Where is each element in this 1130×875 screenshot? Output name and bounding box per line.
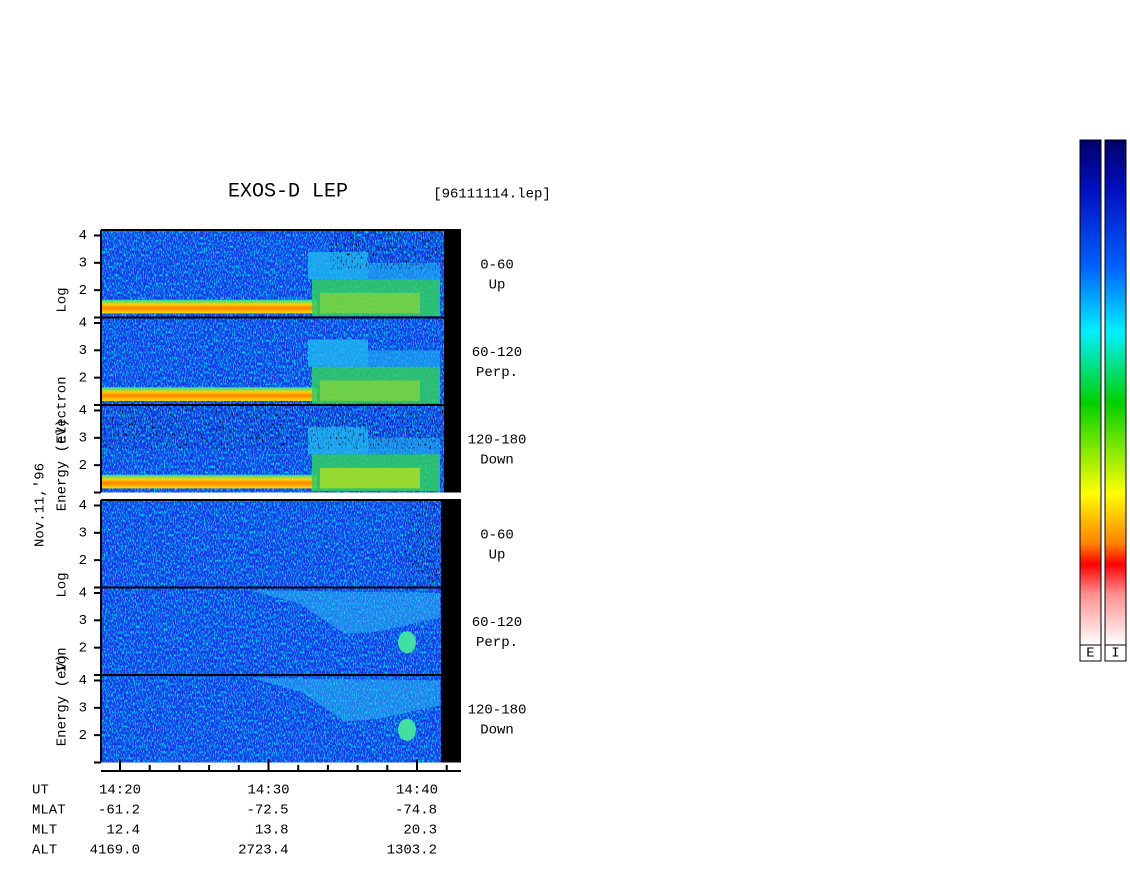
y-axis-label: Electron: [55, 376, 71, 443]
panel-range: 120-180: [468, 433, 527, 449]
burst-core: [320, 467, 420, 489]
burst-core: [320, 380, 420, 401]
black-strip: [441, 587, 461, 675]
low-energy-band: [101, 387, 317, 401]
ephemeris-value: 2723.4: [238, 843, 288, 859]
x-tick-label: 14:30: [247, 783, 289, 799]
y-axis-label: Energy (eV): [55, 419, 71, 511]
ephemeris-name: MLAT: [32, 803, 66, 819]
color-bar-label: E: [1086, 646, 1094, 662]
low-energy-band: [101, 299, 317, 314]
color-bar-label: I: [1111, 646, 1119, 662]
ion-blob: [398, 631, 416, 654]
panel-range: 0-60: [480, 258, 514, 274]
y-tick-label: 3: [79, 526, 87, 542]
ephemeris-value: 4169.0: [90, 843, 140, 859]
y-tick-label: 2: [79, 370, 87, 386]
x-tick-label: 14:20: [99, 783, 141, 799]
panel-range: 120-180: [468, 703, 527, 719]
ephemeris-name: MLT: [32, 823, 57, 839]
black-strip: [444, 405, 461, 493]
black-strip: [441, 500, 461, 588]
panel-range: 60-120: [472, 615, 522, 631]
file-name: [96111114.lep]: [433, 187, 551, 203]
y-tick-label: 4: [79, 228, 87, 244]
ephemeris-value: 13.8: [255, 823, 289, 839]
burst-cyan: [308, 339, 368, 367]
panel-direction: Perp.: [476, 635, 518, 651]
ephemeris-value: -74.8: [395, 803, 437, 819]
noise: [101, 500, 441, 588]
black-strip: [444, 317, 461, 405]
ephemeris-name: ALT: [32, 843, 57, 859]
y-tick-label: 3: [79, 256, 87, 272]
color-bar: [1079, 139, 1102, 646]
y-axis-label: Ion: [55, 647, 71, 672]
color-bar: [1104, 139, 1127, 646]
ion-blob: [398, 718, 416, 741]
ephemeris-value: -72.5: [246, 803, 288, 819]
y-tick-label: 4: [79, 403, 87, 419]
ephemeris-value: 20.3: [403, 823, 437, 839]
ephemeris-value: -61.2: [98, 803, 140, 819]
y-axis-label: Log: [55, 287, 71, 312]
date-label: Nov.11,'96: [33, 463, 49, 547]
ion-streak: [250, 590, 440, 634]
panel-direction: Down: [480, 453, 514, 469]
y-tick-label: 3: [79, 701, 87, 717]
dropouts: [405, 500, 441, 588]
dropouts: [330, 230, 444, 270]
y-tick-label: 4: [79, 673, 87, 689]
ion-streak: [250, 677, 440, 722]
y-axis-label: Log: [55, 572, 71, 597]
y-tick-label: 2: [79, 283, 87, 299]
y-tick-label: 2: [79, 640, 87, 656]
y-tick-label: 2: [79, 458, 87, 474]
y-axis-label: Energy (eV): [55, 654, 71, 746]
y-tick-label: 3: [79, 431, 87, 447]
y-tick-label: 2: [79, 553, 87, 569]
y-tick-label: 3: [79, 343, 87, 359]
panel-direction: Up: [489, 278, 506, 294]
y-tick-label: 4: [79, 498, 87, 514]
dropouts: [101, 405, 444, 449]
y-tick-label: 3: [79, 613, 87, 629]
title: EXOS-D LEP: [228, 180, 348, 203]
y-tick-label: 4: [79, 316, 87, 332]
color-bar-label-box: [1079, 644, 1102, 662]
panel-range: 60-120: [472, 345, 522, 361]
burst-core: [320, 292, 420, 314]
panel-direction: Up: [489, 548, 506, 564]
low-energy-band: [101, 474, 317, 489]
x-tick-label: 14:40: [396, 783, 438, 799]
burst-cyan: [368, 350, 440, 367]
black-strip: [441, 675, 461, 763]
y-tick-label: 2: [79, 728, 87, 744]
y-tick-label: 4: [79, 586, 87, 602]
color-bar-label-box: [1104, 644, 1127, 662]
panel-direction: Perp.: [476, 365, 518, 381]
ephemeris-value: 12.4: [106, 823, 140, 839]
ephemeris-name: UT: [32, 783, 49, 799]
ephemeris-value: 1303.2: [387, 843, 437, 859]
panel-direction: Down: [480, 723, 514, 739]
panel-range: 0-60: [480, 528, 514, 544]
black-strip: [444, 230, 461, 318]
